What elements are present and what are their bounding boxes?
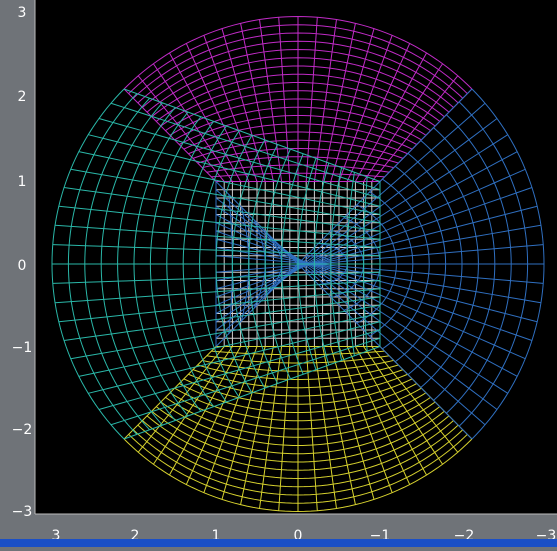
sector-ring-line-right: [330, 167, 343, 361]
sector-ring-line-top: [188, 131, 408, 155]
y-tick-label: 3: [18, 5, 27, 21]
sector-ring-line-left: [458, 101, 529, 427]
sector-ring-line-bottom: [146, 415, 450, 471]
sector-ring-line-right: [199, 130, 240, 398]
sector-ring-line-right: [100, 102, 163, 426]
sector-ring-line-top: [155, 73, 441, 122]
sector-ring-line-top: [132, 32, 464, 99]
sector-ring-line-top: [178, 114, 418, 145]
sector-ring-line-right: [264, 148, 291, 380]
sector-ring-line-left: [394, 165, 447, 363]
sector-ring-line-bottom: [188, 373, 408, 397]
sector-ring-line-top: [183, 123, 413, 150]
sector-ring-line-top: [137, 40, 459, 104]
sector-ring-line-right: [297, 158, 317, 370]
sector-ring-line-bottom: [128, 434, 468, 504]
bottom-strip: [0, 539, 557, 547]
sector-ring-line-right: [182, 125, 227, 403]
sector-ring-line-bottom: [132, 429, 464, 496]
sector-ring-line-right: [346, 172, 355, 356]
sector-ring-line-left: [433, 127, 496, 401]
y-axis: 3 2 1 0 −1 −2 −3: [12, 0, 36, 520]
sector-ring-line-right: [166, 121, 215, 407]
sector-ring-line-bottom: [123, 438, 473, 513]
sector-ring-line-top: [211, 172, 385, 178]
sector-ring-line-right: [149, 116, 202, 412]
sector-ring-line-top: [192, 139, 404, 159]
sector-ring-line-right: [231, 139, 266, 389]
sector-ring-line-bottom: [202, 359, 394, 372]
sector-ring-line-left: [356, 204, 397, 324]
sector-ring-line-top: [165, 90, 431, 132]
x-tick-label: 1: [212, 528, 221, 544]
sector-ring-line-left: [446, 114, 512, 414]
sector-ring-line-right: [281, 153, 304, 375]
sector-ring-line-left: [382, 178, 430, 350]
sector-ring-line-bottom: [169, 392, 427, 430]
sector-ring-line-top: [206, 164, 390, 173]
sector-ring-line-left: [420, 140, 479, 388]
sector-ring-line-right: [67, 93, 138, 435]
sector-ring-line-top: [146, 57, 450, 113]
sector-ring-line-left: [471, 88, 545, 440]
y-tick-label: −1: [12, 340, 33, 356]
sector-ring-line-top: [123, 15, 473, 90]
y-tick-label: 1: [18, 174, 27, 190]
y-tick-label: 0: [18, 258, 27, 274]
sector-ring-line-top: [202, 156, 394, 169]
sector-ring-line-top: [169, 98, 427, 136]
sector-ring-line-top: [151, 65, 445, 118]
sector-ring-line-right: [248, 144, 279, 384]
y-tick-label: −3: [12, 504, 33, 520]
sector-ring-line-top: [142, 48, 454, 108]
sector-ring-line-bottom: [211, 350, 385, 356]
sector-ring-line-bottom: [160, 401, 436, 447]
sector-ring-line-bottom: [178, 383, 418, 414]
sector-ring-line-right: [51, 88, 125, 440]
sector-ring-line-left: [369, 191, 414, 337]
sector-ring-line-right: [117, 107, 176, 421]
sector-ring-line-right: [84, 97, 151, 431]
x-axis: 3 2 1 0 −1 −2 −3: [35, 513, 557, 544]
x-tick-label: 3: [52, 528, 61, 544]
sector-ring-line-bottom: [151, 410, 445, 463]
x-tick-label: 0: [294, 528, 303, 544]
sector-ring-line-top: [160, 81, 436, 127]
sector-ring-line-bottom: [192, 369, 404, 389]
y-tick-label: −2: [12, 422, 33, 438]
sector-ring-line-bottom: [165, 396, 431, 438]
sector-ring-line-right: [363, 176, 368, 352]
sector-ring-line-bottom: [137, 424, 459, 488]
y-tick-label: 2: [18, 89, 27, 105]
sector-ring-line-right: [133, 111, 189, 417]
sector-ring-line-bottom: [206, 355, 390, 364]
sector-ring-line-top: [128, 24, 468, 94]
x-tick-label: 2: [131, 528, 140, 544]
sector-ring-line-right: [215, 134, 253, 394]
sector-ring-line-bottom: [155, 406, 441, 455]
sector-ring-line-left: [407, 152, 463, 376]
sector-ring-line-bottom: [183, 378, 413, 405]
mesh-grid: [51, 15, 545, 513]
sector-ring-line-bottom: [142, 420, 454, 480]
sector-ring-line-right: [313, 162, 330, 366]
